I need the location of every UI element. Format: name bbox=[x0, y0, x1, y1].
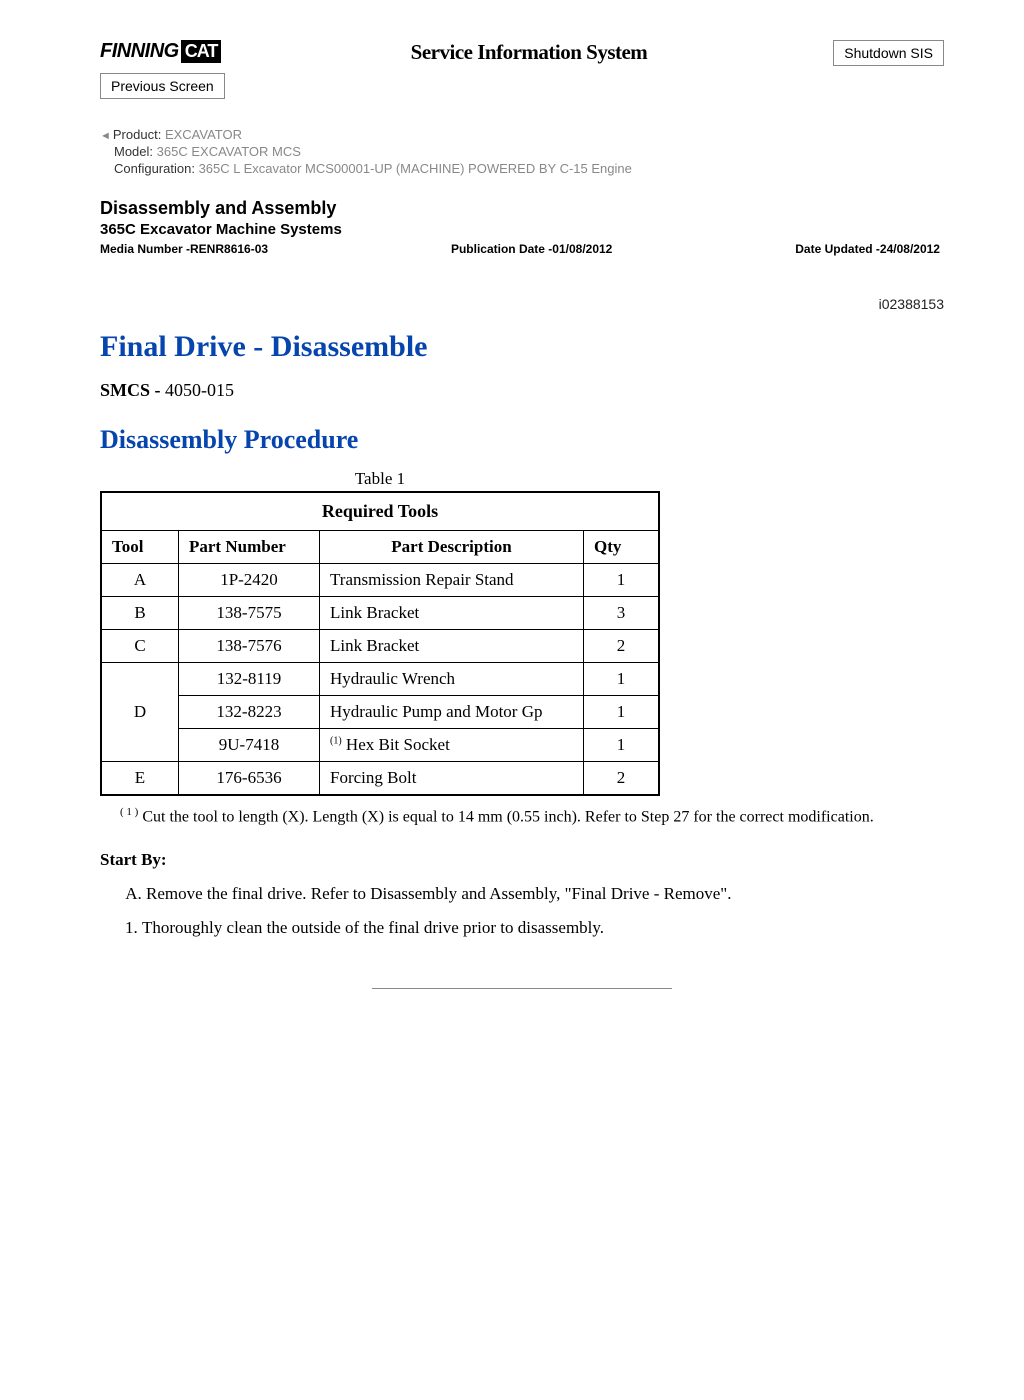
section-heading: Disassembly and Assembly bbox=[100, 198, 944, 219]
cell-desc: Link Bracket bbox=[320, 597, 584, 630]
publication-row: Media Number -RENR8616-03 Publication Da… bbox=[100, 242, 940, 256]
cell-tool: D bbox=[101, 663, 179, 762]
list-item: Thoroughly clean the outside of the fina… bbox=[142, 918, 944, 938]
cell-tool: A bbox=[101, 564, 179, 597]
logo-block: FINNING CAT Previous Screen bbox=[100, 40, 225, 99]
page-title: Final Drive - Disassemble bbox=[100, 330, 944, 364]
start-by-list: Remove the final drive. Refer to Disasse… bbox=[100, 884, 944, 904]
col-part-number: Part Number bbox=[179, 531, 320, 564]
reference-id: i02388153 bbox=[100, 296, 944, 312]
footnote-marker: (1) bbox=[330, 735, 342, 746]
cell-pn: 9U-7418 bbox=[179, 729, 320, 762]
table-caption: Table 1 bbox=[100, 469, 660, 489]
list-item: Remove the final drive. Refer to Disasse… bbox=[146, 884, 944, 904]
col-part-description: Part Description bbox=[320, 531, 584, 564]
required-tools-table: Required Tools Tool Part Number Part Des… bbox=[100, 491, 660, 796]
procedure-steps: Thoroughly clean the outside of the fina… bbox=[100, 918, 944, 938]
logo: FINNING CAT bbox=[100, 40, 225, 63]
cell-desc: Link Bracket bbox=[320, 630, 584, 663]
date-updated: Date Updated -24/08/2012 bbox=[795, 242, 940, 256]
cell-qty: 1 bbox=[584, 729, 660, 762]
cell-desc: Transmission Repair Stand bbox=[320, 564, 584, 597]
cell-desc: (1) Hex Bit Socket bbox=[320, 729, 584, 762]
media-number: Media Number -RENR8616-03 bbox=[100, 242, 268, 256]
cell-qty: 1 bbox=[584, 564, 660, 597]
smcs-label: SMCS - bbox=[100, 380, 161, 400]
footnote-sup: ( 1 ) bbox=[120, 806, 138, 818]
cell-desc-text: Hex Bit Socket bbox=[342, 735, 450, 754]
cell-qty: 1 bbox=[584, 663, 660, 696]
table-row: 9U-7418 (1) Hex Bit Socket 1 bbox=[101, 729, 659, 762]
cell-desc: Hydraulic Wrench bbox=[320, 663, 584, 696]
section-subtitle: 365C Excavator Machine Systems bbox=[100, 221, 944, 238]
footnote-text: Cut the tool to length (X). Length (X) i… bbox=[138, 808, 873, 825]
cell-desc: Hydraulic Pump and Motor Gp bbox=[320, 696, 584, 729]
cell-pn: 138-7576 bbox=[179, 630, 320, 663]
cell-tool: E bbox=[101, 762, 179, 796]
cell-pn: 176-6536 bbox=[179, 762, 320, 796]
model-label: Model: bbox=[114, 144, 153, 159]
table-header-row: Tool Part Number Part Description Qty bbox=[101, 531, 659, 564]
table-title: Required Tools bbox=[101, 492, 659, 531]
previous-screen-button[interactable]: Previous Screen bbox=[100, 73, 225, 99]
back-arrow-icon[interactable]: ◄ bbox=[100, 130, 111, 142]
table-row: A 1P-2420 Transmission Repair Stand 1 bbox=[101, 564, 659, 597]
cat-badge: CAT bbox=[181, 40, 222, 63]
table-row: E 176-6536 Forcing Bolt 2 bbox=[101, 762, 659, 796]
product-value: EXCAVATOR bbox=[165, 127, 242, 142]
table-row: D 132-8119 Hydraulic Wrench 1 bbox=[101, 663, 659, 696]
table-footnote: ( 1 ) Cut the tool to length (X). Length… bbox=[100, 806, 944, 826]
top-bar: FINNING CAT Previous Screen Service Info… bbox=[100, 40, 944, 99]
procedure-heading: Disassembly Procedure bbox=[100, 425, 944, 455]
cell-tool: B bbox=[101, 597, 179, 630]
table-row: 132-8223 Hydraulic Pump and Motor Gp 1 bbox=[101, 696, 659, 729]
publication-date: Publication Date -01/08/2012 bbox=[451, 242, 612, 256]
cell-qty: 1 bbox=[584, 696, 660, 729]
smcs-value: 4050-015 bbox=[161, 380, 235, 400]
cell-qty: 3 bbox=[584, 597, 660, 630]
meta-config-row: Configuration: 365C L Excavator MCS00001… bbox=[100, 161, 944, 176]
meta-model-row: Model: 365C EXCAVATOR MCS bbox=[100, 144, 944, 159]
sis-title: Service Information System bbox=[411, 40, 648, 65]
shutdown-sis-button[interactable]: Shutdown SIS bbox=[833, 40, 944, 66]
product-meta: ◄Product: EXCAVATOR Model: 365C EXCAVATO… bbox=[100, 127, 944, 176]
config-label: Configuration: bbox=[114, 161, 195, 176]
cell-pn: 132-8119 bbox=[179, 663, 320, 696]
cell-pn: 132-8223 bbox=[179, 696, 320, 729]
model-value: 365C EXCAVATOR MCS bbox=[157, 144, 301, 159]
cell-tool: C bbox=[101, 630, 179, 663]
col-qty: Qty bbox=[584, 531, 660, 564]
cell-qty: 2 bbox=[584, 630, 660, 663]
start-by-label: Start By: bbox=[100, 850, 944, 870]
table-row: C 138-7576 Link Bracket 2 bbox=[101, 630, 659, 663]
col-tool: Tool bbox=[101, 531, 179, 564]
meta-product-row: ◄Product: EXCAVATOR bbox=[100, 127, 944, 142]
config-value: 365C L Excavator MCS00001-UP (MACHINE) P… bbox=[199, 161, 632, 176]
table-row: B 138-7575 Link Bracket 3 bbox=[101, 597, 659, 630]
cell-pn: 1P-2420 bbox=[179, 564, 320, 597]
divider bbox=[372, 988, 672, 989]
product-label: Product: bbox=[113, 127, 161, 142]
cell-qty: 2 bbox=[584, 762, 660, 796]
cell-desc: Forcing Bolt bbox=[320, 762, 584, 796]
cell-pn: 138-7575 bbox=[179, 597, 320, 630]
smcs-line: SMCS - 4050-015 bbox=[100, 380, 944, 401]
logo-text: FINNING bbox=[100, 40, 179, 63]
